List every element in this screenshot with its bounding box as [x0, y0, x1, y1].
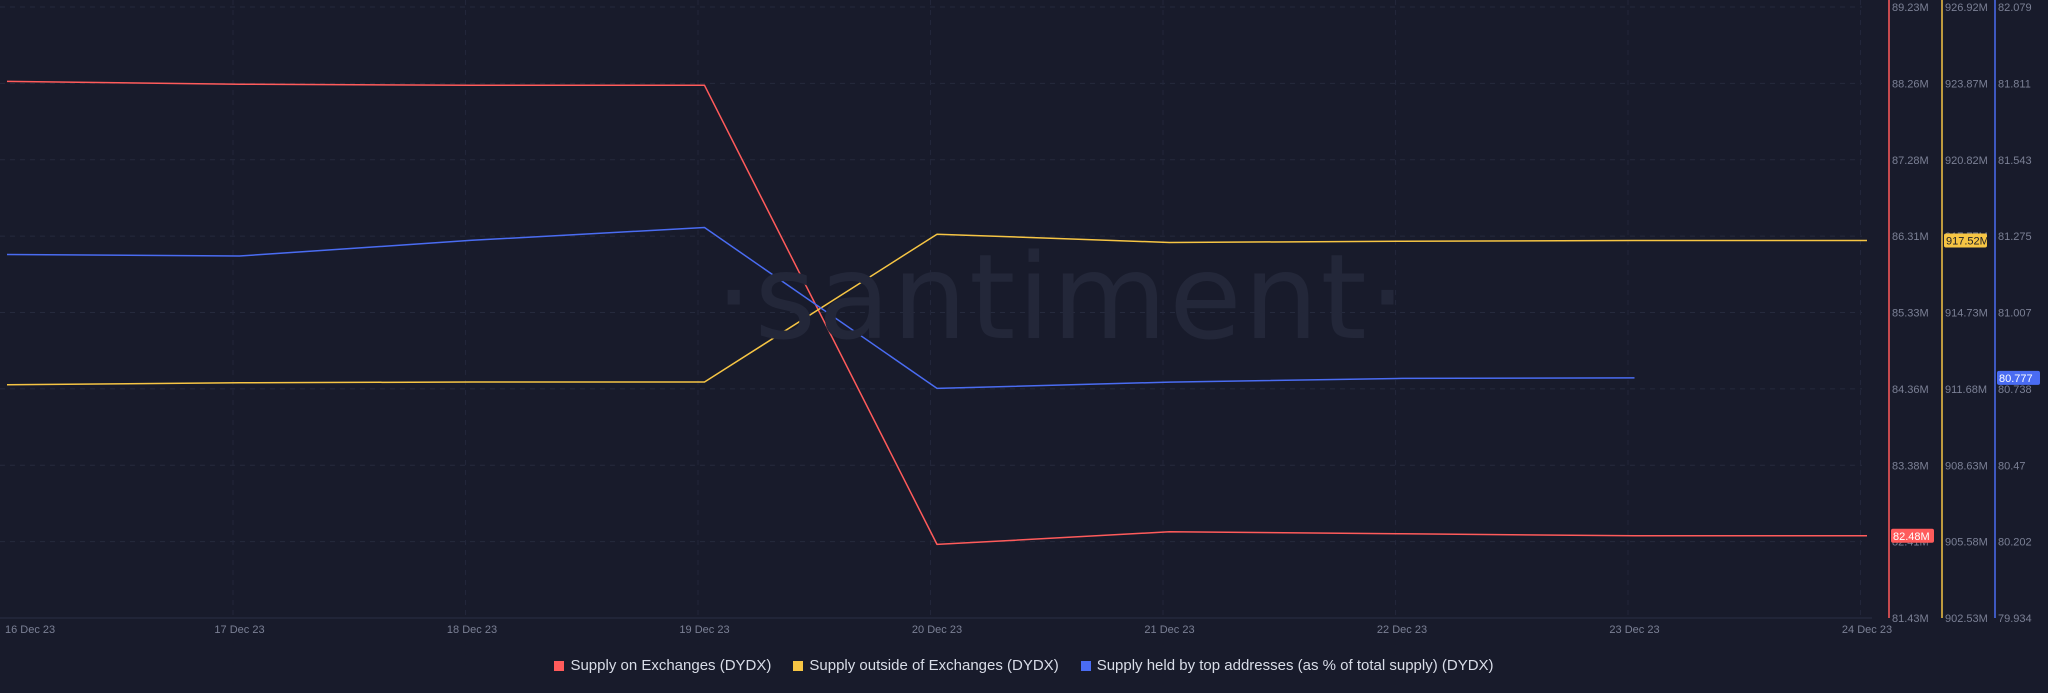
y-tick-label: 81.811 [1998, 78, 2031, 90]
y-tick-label: 911.68M [1945, 384, 1987, 396]
series-line [6, 80, 1867, 546]
y-tick-label: 85.33M [1892, 308, 1929, 320]
legend-item-supply-outside-exchanges[interactable]: Supply outside of Exchanges (DYDX) [793, 657, 1059, 674]
y-tick-label: 81.43M [1892, 613, 1929, 625]
y-tick-label: 908.63M [1945, 460, 1988, 472]
y-tick-label: 79.934 [1998, 613, 2032, 625]
y-tick-label: 80.202 [1998, 537, 2032, 549]
y-tick-label: 902.53M [1945, 613, 1988, 625]
y-tick-label: 926.92M [1945, 2, 1988, 14]
y-tick-label: 81.007 [1998, 308, 2032, 320]
y-tick-label: 81.543 [1998, 155, 2032, 167]
legend-item-supply-top-addresses[interactable]: Supply held by top addresses (as % of to… [1080, 657, 1494, 674]
series-lines [6, 80, 1867, 546]
legend-swatch-blue [1080, 660, 1091, 671]
chart-grid [0, 0, 1872, 619]
last-value-badge [1944, 233, 1987, 248]
legend-label: Supply on Exchanges (DYDX) [570, 657, 772, 674]
y-tick-label: 920.82M [1945, 155, 1988, 167]
y-tick-label: 84.36M [1892, 384, 1929, 396]
chart: 89.23M 88.26M 87.28M 86.31M 85.33M 84.36M 83.3… [0, 0, 2040, 636]
y-tick-label: 914.73M [1945, 308, 1988, 320]
x-tick-label: 16 Dec 23 [5, 624, 55, 636]
legend-item-supply-on-exchanges[interactable]: Supply on Exchanges (DYDX) [554, 657, 771, 674]
y-tick-label: 87.28M [1892, 155, 1929, 167]
last-value-badge [1891, 528, 1934, 543]
series-line [6, 226, 1635, 390]
x-tick-label: 22 Dec 23 [1377, 624, 1427, 636]
x-tick-label: 19 Dec 23 [679, 624, 729, 636]
x-tick-label: 20 Dec 23 [912, 624, 962, 636]
last-value-badge-text: 80.777 [1999, 373, 2033, 385]
y-tick-label: 80.738 [1998, 384, 2032, 396]
x-axis: 16 Dec 23 17 Dec 23 18 Dec 23 19 Dec 23 20 D… [5, 624, 1892, 636]
y-tick-label: 89.23M [1892, 2, 1929, 14]
x-tick-label: 17 Dec 23 [214, 624, 264, 636]
y-tick-label: 82.079 [1998, 2, 2032, 14]
chart-legend: Supply on Exchanges (DYDX) Supply outsid… [0, 657, 2048, 674]
legend-label: Supply outside of Exchanges (DYDX) [809, 657, 1059, 674]
y-tick-label: 81.275 [1998, 231, 2032, 243]
x-tick-label: 24 Dec 23 [1842, 624, 1892, 636]
y-tick-label: 923.87M [1945, 78, 1988, 90]
x-tick-label: 21 Dec 23 [1144, 624, 1194, 636]
legend-swatch-yellow [793, 660, 804, 671]
last-value-badge-text: 82.48M [1893, 531, 1930, 543]
last-value-badge [1997, 370, 2040, 385]
last-value-badge-text: 917.52M [1946, 235, 1989, 247]
y-tick-label: 88.26M [1892, 78, 1929, 90]
legend-label: Supply held by top addresses (as % of to… [1096, 657, 1494, 674]
last-value-badges: 82.48M 917.52M 80.777 [1891, 233, 2040, 543]
legend-swatch-red [554, 660, 565, 671]
x-tick-label: 18 Dec 23 [447, 624, 497, 636]
x-tick-label: 23 Dec 23 [1609, 624, 1659, 636]
y-tick-label: 83.38M [1892, 460, 1929, 472]
y-tick-label: 86.31M [1892, 231, 1929, 243]
series-line [6, 233, 1867, 386]
y-tick-label: 80.47 [1998, 460, 2026, 472]
y-tick-label: 905.58M [1945, 537, 1988, 549]
